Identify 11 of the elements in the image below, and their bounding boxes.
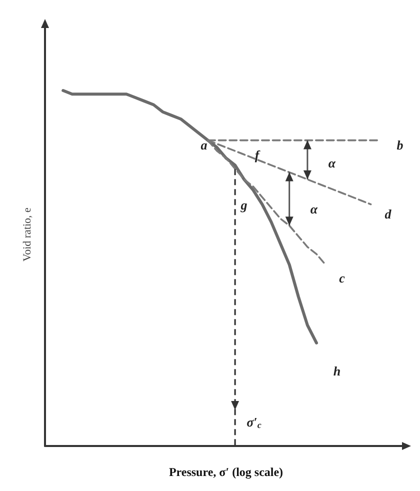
- annotation: c: [339, 270, 346, 286]
- y-axis-title: Void ratio, e: [22, 207, 34, 262]
- annotation: α: [310, 202, 318, 216]
- annotation: b: [396, 138, 404, 152]
- annotation: a: [200, 138, 208, 152]
- annotation: f: [254, 148, 261, 162]
- annotation: h: [333, 364, 341, 378]
- annotation: d: [384, 206, 392, 222]
- x-axis-title: Pressure, σ′ (log scale): [168, 465, 284, 479]
- annotation: α: [328, 156, 336, 170]
- annotation: g: [240, 198, 248, 212]
